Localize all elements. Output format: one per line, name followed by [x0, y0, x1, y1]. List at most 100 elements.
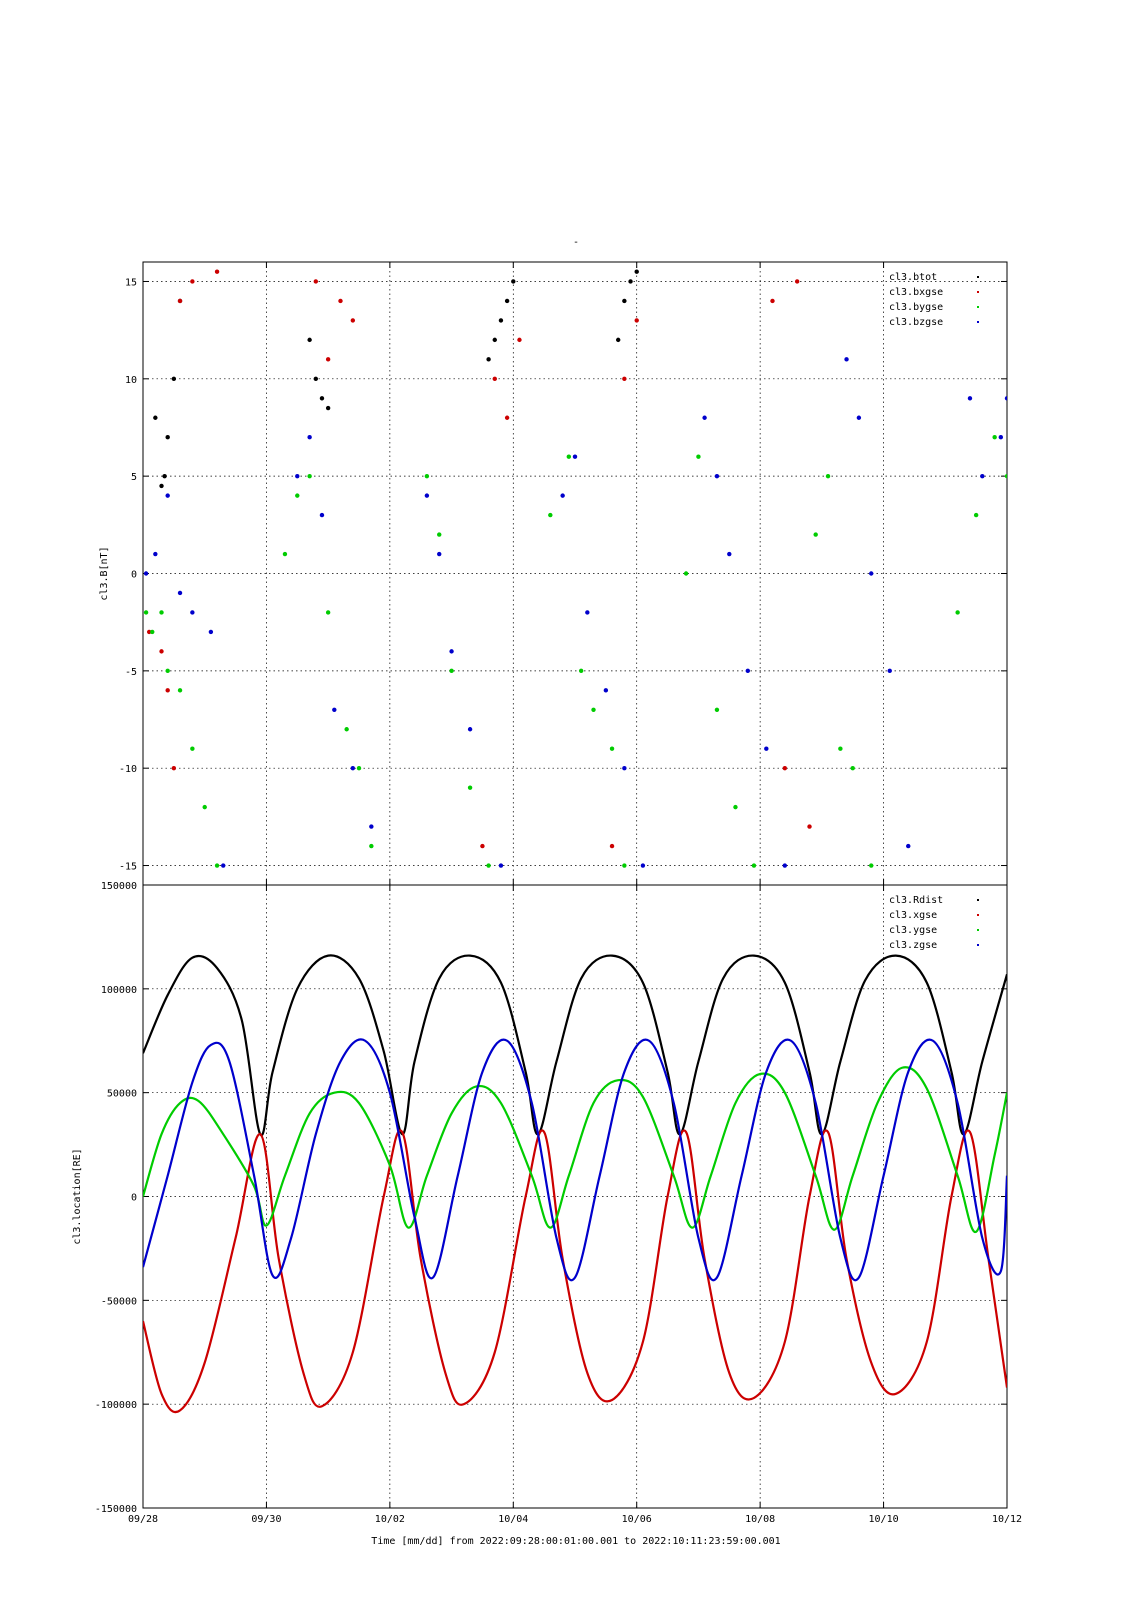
data-point	[869, 571, 874, 576]
data-point	[190, 746, 195, 751]
data-point	[973, 512, 979, 518]
series-cl3-bygse	[143, 435, 1007, 868]
data-point	[165, 668, 170, 674]
data-point	[325, 610, 331, 615]
legend-marker	[977, 276, 979, 278]
legend-label: cl3.bxgse	[889, 287, 943, 298]
series-cl3-btot	[153, 269, 639, 489]
data-point	[159, 610, 164, 615]
y-tick-label: -10	[119, 764, 137, 775]
x-tick-label: 10/06	[622, 1514, 652, 1525]
data-point	[369, 843, 374, 849]
data-point	[616, 337, 621, 343]
data-point	[856, 415, 862, 420]
data-point	[838, 746, 843, 751]
y-tick-label: -5	[125, 667, 137, 678]
data-point	[424, 493, 430, 498]
data-point	[906, 843, 911, 849]
data-point	[307, 337, 312, 343]
data-point	[714, 707, 720, 712]
data-point	[313, 279, 318, 284]
data-point	[696, 454, 701, 459]
data-point	[190, 279, 195, 284]
data-point	[319, 396, 325, 401]
data-point	[517, 337, 522, 343]
data-point	[511, 279, 516, 284]
plot-area	[143, 954, 1007, 1414]
data-point	[143, 571, 149, 576]
data-point	[221, 863, 226, 868]
data-point	[733, 804, 738, 810]
y-tick-label: -50000	[101, 1296, 137, 1307]
data-point	[967, 396, 973, 401]
series-cl3-bzgse	[143, 357, 1007, 868]
data-point	[202, 804, 207, 810]
y-tick-label: 15	[125, 277, 137, 288]
magnetic-field-panel: -15 -10 -5 0 5 10 15 cl3.B[nT] cl3.btot cl3.bxgse…	[99, 261, 1008, 886]
data-point	[585, 610, 590, 615]
data-point	[640, 863, 646, 868]
y-axis-label: cl3.B[nT]	[99, 546, 110, 600]
x-tick-label: 09/30	[251, 1514, 281, 1525]
x-tick-label: 10/08	[745, 1514, 775, 1525]
series-cl3-xgse	[143, 1129, 1007, 1414]
data-point	[467, 785, 473, 790]
data-point	[634, 269, 639, 274]
data-point	[1004, 396, 1007, 401]
figure-title: -	[573, 237, 579, 248]
y-tick-label: 0	[131, 570, 137, 581]
data-point	[622, 376, 627, 382]
data-point	[591, 707, 596, 712]
data-point	[745, 668, 750, 674]
data-point	[332, 707, 337, 712]
data-point	[572, 454, 578, 459]
x-tick-label: 10/10	[869, 1514, 899, 1525]
legend-label: cl3.zgse	[889, 940, 937, 951]
data-point	[850, 765, 855, 771]
data-point	[214, 863, 220, 868]
data-point	[162, 473, 167, 479]
location-panel: 09/28 09/30 10/02 10/04 10/06 10/08 10/10 10/12…	[72, 881, 1022, 1525]
data-point	[622, 298, 627, 304]
y-tick-label: 5	[131, 472, 137, 483]
data-point	[319, 512, 325, 518]
legend-label: cl3.Rdist	[889, 895, 943, 906]
data-point	[282, 551, 288, 557]
data-point	[702, 415, 707, 420]
data-point	[622, 765, 627, 771]
legend-marker	[977, 291, 979, 293]
series-line	[143, 1038, 1007, 1282]
data-point	[992, 435, 997, 440]
data-point	[143, 610, 149, 615]
data-point	[560, 493, 565, 498]
data-point	[794, 279, 800, 284]
data-point	[869, 863, 874, 868]
y-tick-label: 150000	[101, 881, 137, 892]
data-point	[486, 863, 491, 868]
data-point	[628, 279, 633, 284]
data-point	[208, 629, 214, 635]
data-point	[504, 298, 510, 304]
data-point	[782, 765, 788, 771]
data-point	[165, 435, 170, 440]
y-tick-label: 100000	[101, 985, 137, 996]
legend-marker	[977, 914, 979, 916]
data-point	[980, 473, 985, 479]
time-axis-label: Time [mm/dd] from 2022:09:28:00:01:00.00…	[371, 1536, 780, 1547]
legend-marker	[977, 929, 979, 931]
data-point	[1004, 473, 1007, 479]
data-point	[153, 415, 158, 420]
series-cl3-ygse	[143, 1066, 1007, 1233]
data-point	[770, 298, 775, 304]
series-line	[143, 1129, 1007, 1414]
data-point	[325, 357, 331, 362]
data-point	[578, 668, 584, 674]
data-point	[504, 415, 510, 420]
series-cl3-Rdist	[143, 954, 1007, 1137]
data-point	[313, 376, 318, 382]
legend-label: cl3.xgse	[889, 910, 937, 921]
data-point	[609, 746, 615, 751]
data-point	[622, 863, 627, 868]
y-tick-label: 50000	[107, 1089, 137, 1100]
data-point	[325, 405, 331, 411]
